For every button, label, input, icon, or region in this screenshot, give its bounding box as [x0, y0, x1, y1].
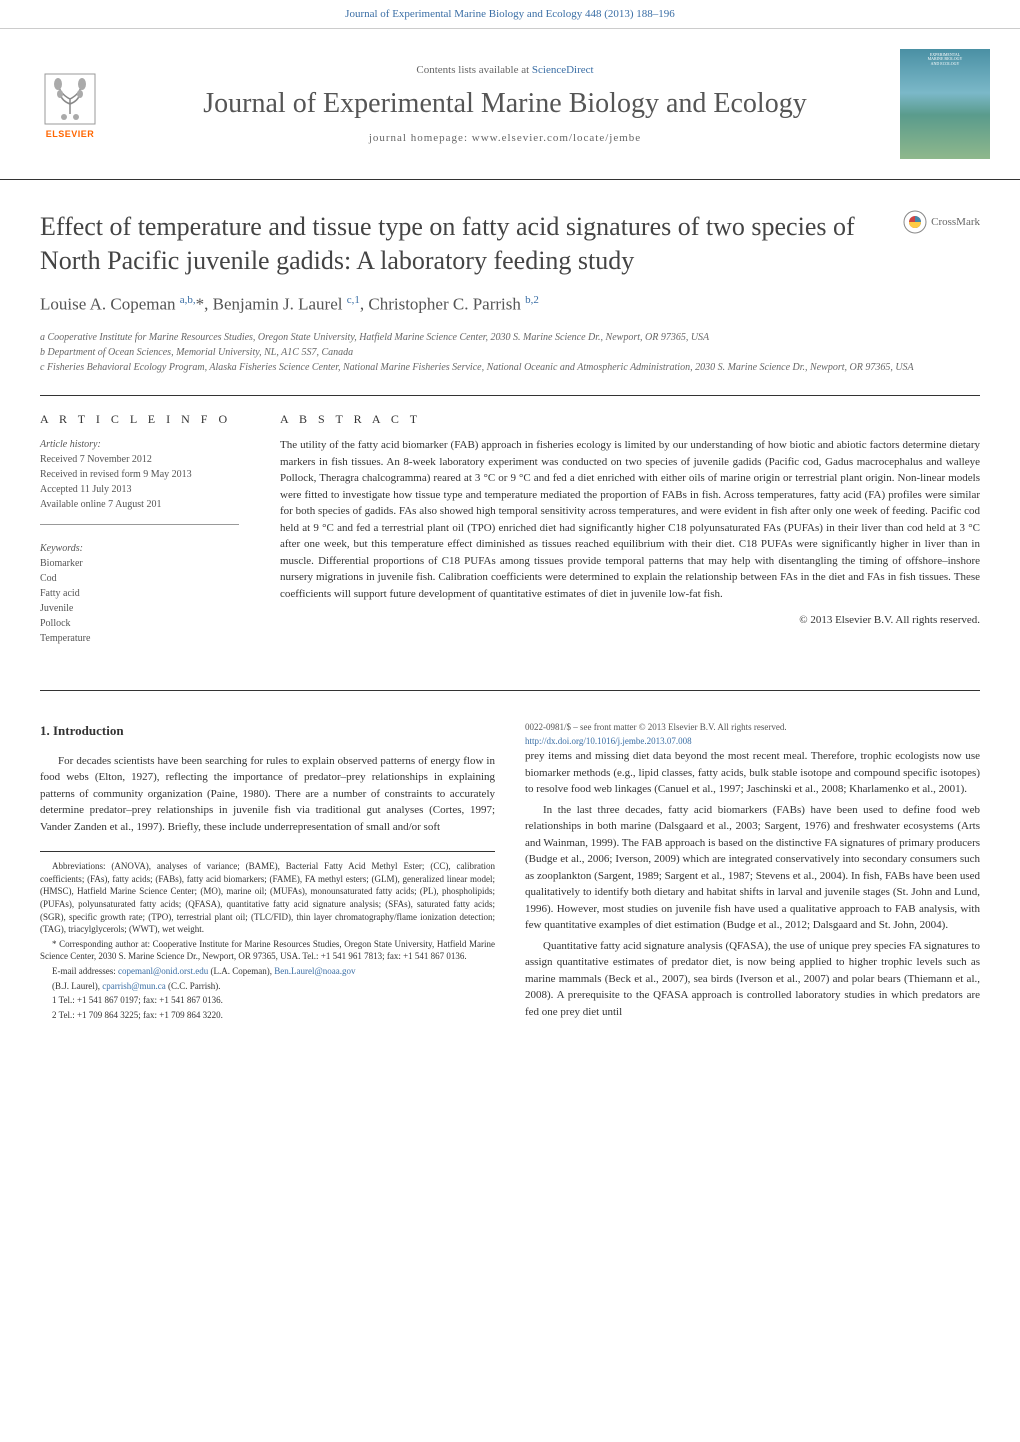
- email-link[interactable]: cparrish@mun.ca: [102, 981, 166, 991]
- footer-area: 0022-0981/$ – see front matter © 2013 El…: [525, 721, 980, 748]
- info-abstract-row: A R T I C L E I N F O Article history: R…: [40, 395, 980, 674]
- crossmark-label: CrossMark: [931, 216, 980, 228]
- info-heading: A R T I C L E I N F O: [40, 412, 239, 427]
- email-link[interactable]: copemanl@onid.orst.edu: [118, 966, 208, 976]
- abstract-copyright: © 2013 Elsevier B.V. All rights reserved…: [280, 614, 980, 626]
- sciencedirect-link[interactable]: ScienceDirect: [532, 64, 594, 76]
- article-info-column: A R T I C L E I N F O Article history: R…: [40, 412, 240, 674]
- doi-link[interactable]: http://dx.doi.org/10.1016/j.jembe.2013.0…: [525, 736, 692, 746]
- journal-center: Contents lists available at ScienceDirec…: [110, 64, 900, 144]
- elsevier-brand-text: ELSEVIER: [46, 129, 95, 139]
- affiliation-b: b Department of Ocean Sciences, Memorial…: [40, 345, 980, 360]
- email-link[interactable]: Ben.Laurel@noaa.gov: [274, 966, 355, 976]
- abstract-heading: A B S T R A C T: [280, 412, 980, 427]
- article-title: Effect of temperature and tissue type on…: [40, 210, 883, 278]
- intro-p3: In the last three decades, fatty acid bi…: [525, 802, 980, 934]
- article-history-block: Article history: Received 7 November 201…: [40, 437, 239, 525]
- crossmark-badge[interactable]: CrossMark: [903, 210, 980, 234]
- intro-p4: Quantitative fatty acid signature analys…: [525, 938, 980, 1021]
- elsevier-logo: ELSEVIER: [30, 59, 110, 149]
- affiliation-c: c Fisheries Behavioral Ecology Program, …: [40, 360, 980, 375]
- contents-line: Contents lists available at ScienceDirec…: [110, 64, 900, 76]
- affiliations: a Cooperative Institute for Marine Resou…: [40, 330, 980, 375]
- keyword: Fatty acid: [40, 586, 239, 601]
- intro-heading: 1. Introduction: [40, 721, 495, 741]
- journal-homepage: journal homepage: www.elsevier.com/locat…: [110, 132, 900, 144]
- tel-1: 1 Tel.: +1 541 867 0197; fax: +1 541 867…: [40, 994, 495, 1007]
- abbreviations: Abbreviations: (ANOVA), analyses of vari…: [40, 860, 495, 936]
- keyword: Pollock: [40, 616, 239, 631]
- journal-name: Journal of Experimental Marine Biology a…: [110, 88, 900, 120]
- intro-section: 1. Introduction For decades scientists h…: [40, 721, 980, 1029]
- affiliation-a: a Cooperative Institute for Marine Resou…: [40, 330, 980, 345]
- keyword: Cod: [40, 571, 239, 586]
- crossmark-icon: [903, 210, 927, 234]
- keyword: Temperature: [40, 631, 239, 646]
- cover-thumbnail: EXPERIMENTAL MARINE BIOLOGY AND ECOLOGY: [900, 49, 990, 159]
- footnotes-block: Abbreviations: (ANOVA), analyses of vari…: [40, 851, 495, 1021]
- keyword: Biomarker: [40, 556, 239, 571]
- emails-line-2: (B.J. Laurel), cparrish@mun.ca (C.C. Par…: [40, 980, 495, 993]
- history-item: Received in revised form 9 May 2013: [40, 467, 239, 482]
- journal-ref: Journal of Experimental Marine Biology a…: [345, 8, 675, 20]
- abstract-text: The utility of the fatty acid biomarker …: [280, 437, 980, 602]
- history-item: Accepted 11 July 2013: [40, 482, 239, 497]
- corresponding-author: * Corresponding author at: Cooperative I…: [40, 938, 495, 963]
- history-item: Available online 7 August 201: [40, 497, 239, 512]
- emails-line: E-mail addresses: copemanl@onid.orst.edu…: [40, 965, 495, 978]
- keywords-block: Keywords: Biomarker Cod Fatty acid Juven…: [40, 541, 239, 658]
- tel-2: 2 Tel.: +1 709 864 3225; fax: +1 709 864…: [40, 1009, 495, 1022]
- history-item: Received 7 November 2012: [40, 452, 239, 467]
- elsevier-tree-icon: [40, 69, 100, 129]
- header-bar: Journal of Experimental Marine Biology a…: [0, 0, 1020, 29]
- authors: Louise A. Copeman a,b,*, Benjamin J. Lau…: [40, 294, 980, 315]
- title-row: Effect of temperature and tissue type on…: [40, 210, 980, 278]
- keyword: Juvenile: [40, 601, 239, 616]
- journal-header: ELSEVIER Contents lists available at Sci…: [0, 29, 1020, 180]
- intro-p1: For decades scientists have been searchi…: [40, 753, 495, 836]
- abstract-column: A B S T R A C T The utility of the fatty…: [280, 412, 980, 674]
- intro-p2: prey items and missing diet data beyond …: [525, 748, 980, 798]
- article-body: Effect of temperature and tissue type on…: [0, 180, 1020, 1059]
- issn-line: 0022-0981/$ – see front matter © 2013 El…: [525, 721, 980, 735]
